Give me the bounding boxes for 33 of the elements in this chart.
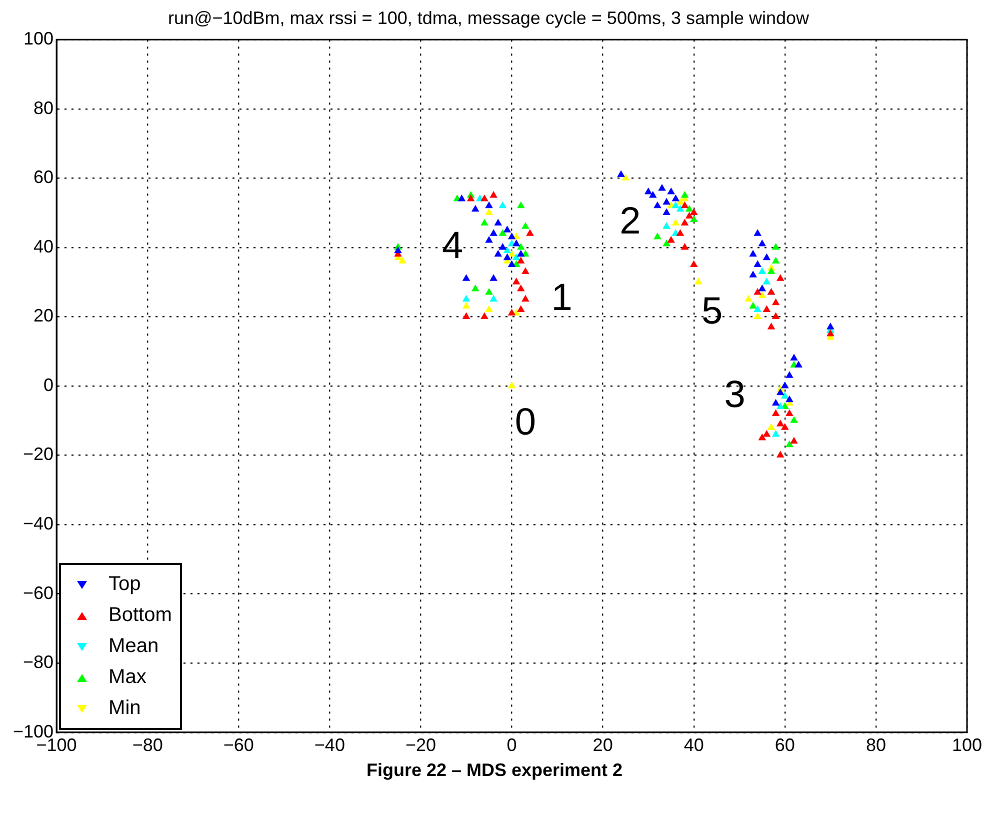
annotation: 5	[702, 290, 723, 333]
x-tick-label: 100	[952, 735, 982, 756]
y-tick-label: 0	[44, 374, 54, 395]
annotation: 4	[442, 224, 464, 267]
y-tick-label: 100	[23, 28, 54, 49]
x-tick-label: 40	[684, 735, 704, 756]
x-tick-label: 60	[774, 735, 795, 756]
x-tick-label: 80	[866, 735, 886, 756]
legend-label: Mean	[108, 635, 159, 658]
y-tick-label: 80	[34, 98, 54, 118]
caption: Figure 22 – MDS experiment 2	[365, 760, 624, 781]
annotation: 0	[514, 402, 536, 444]
x-tick-label: 20	[592, 735, 613, 756]
annotation: 3	[724, 374, 746, 416]
x-tick-label: −40	[314, 735, 345, 756]
y-tick-label: −60	[22, 582, 54, 603]
x-tick-label: −60	[223, 735, 254, 756]
y-tick-label: −20	[22, 444, 54, 464]
legend-label: Max	[108, 666, 146, 690]
legend-label: Bottom	[108, 604, 172, 628]
x-tick-label: −80	[132, 735, 163, 756]
legend-label: Top	[108, 573, 141, 596]
annotation: 2	[620, 200, 641, 243]
legend-label: Min	[108, 697, 141, 720]
x-tick-label: 0	[506, 735, 517, 756]
x-tick-label: −20	[405, 735, 436, 756]
y-tick-label: 40	[34, 236, 54, 256]
y-tick-label: 20	[34, 306, 54, 326]
y-tick-label: −80	[22, 652, 54, 672]
chart-title: run@−10dBm, max rssi = 100, tdma, message cycle = 500ms, 3 sample window	[168, 8, 810, 28]
y-tick-label: −40	[22, 514, 54, 534]
annotation: 1	[551, 276, 572, 319]
y-tick-label: 60	[34, 167, 54, 188]
